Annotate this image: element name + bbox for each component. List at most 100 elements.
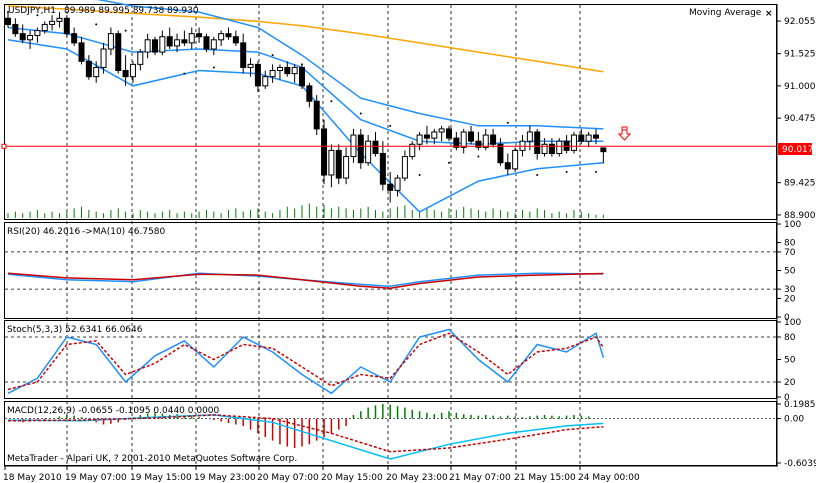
sar-dot bbox=[36, 14, 39, 17]
sar-dot bbox=[330, 100, 333, 103]
candle-body bbox=[306, 85, 313, 102]
price-line-handle[interactable] bbox=[1, 143, 7, 149]
macd-y-tick-label: 0.00 bbox=[784, 415, 804, 425]
candle-body bbox=[460, 131, 467, 148]
stoch-y-tick-label: 20 bbox=[784, 378, 796, 388]
candle-body bbox=[313, 100, 320, 130]
candle-body bbox=[71, 33, 78, 44]
candle-body bbox=[328, 149, 335, 176]
candle-body bbox=[107, 33, 114, 50]
candle-body bbox=[365, 140, 372, 164]
candle-body bbox=[512, 149, 519, 170]
stoch-signal-line bbox=[7, 332, 605, 391]
candle-body bbox=[5, 17, 11, 25]
macd-signal-line bbox=[7, 414, 604, 453]
sar-dot bbox=[565, 170, 568, 173]
sar-dot bbox=[271, 54, 274, 57]
candle-body bbox=[210, 39, 217, 50]
macd-y-tick-label: -0.6039 bbox=[784, 459, 816, 469]
candle-body bbox=[152, 39, 158, 53]
sar-dot bbox=[95, 23, 98, 26]
candle-body bbox=[188, 33, 195, 44]
stoch-y-tick-label: 50 bbox=[784, 356, 796, 366]
x-tick-label: 19 May 07:00 bbox=[65, 473, 127, 483]
candle-body bbox=[232, 36, 239, 44]
ohlc-readout: 89.989 89.995 89.738 89.930 bbox=[64, 6, 199, 16]
rsi-line bbox=[7, 272, 604, 288]
main-y-tick-label: 92.055 bbox=[784, 17, 816, 27]
stoch-panel[interactable] bbox=[4, 320, 777, 399]
sell-arrow-icon bbox=[617, 126, 632, 141]
candle-body bbox=[174, 39, 181, 47]
main-y-tick-label: 90.475 bbox=[784, 114, 816, 124]
x-tick-label: 20 May 23:00 bbox=[386, 473, 448, 483]
main-y-tick-label: 89.425 bbox=[784, 179, 816, 189]
candle-body bbox=[504, 162, 511, 170]
x-tick-label: 18 May 2010 bbox=[3, 473, 62, 483]
x-tick-label: 24 May 00:00 bbox=[578, 473, 640, 483]
candle-body bbox=[115, 33, 122, 72]
candle-body bbox=[423, 134, 430, 139]
candle-body bbox=[12, 23, 19, 35]
rsi-y-tick-label: 100 bbox=[784, 220, 801, 230]
candle-body bbox=[254, 63, 261, 87]
close-icon[interactable]: × bbox=[765, 9, 773, 19]
candle-body bbox=[93, 66, 100, 78]
sar-dot bbox=[124, 29, 127, 32]
macd-label: MACD(12,26,9) -0.0655 -0.1095 0.0440 0.0… bbox=[7, 406, 220, 416]
sar-dot bbox=[183, 72, 186, 75]
candle-body bbox=[585, 134, 592, 142]
copyright-text: MetaTrader - Alpari UK, ? 2001-2010 Meta… bbox=[7, 454, 297, 464]
candle-body bbox=[387, 183, 394, 191]
rsi-label: RSI(20) 46.2016 bbox=[7, 227, 80, 237]
candle-body bbox=[218, 33, 225, 41]
stoch-y-tick-label: 100 bbox=[784, 318, 801, 328]
candle-body bbox=[593, 134, 599, 139]
current-price-label: 90.017 bbox=[782, 145, 814, 155]
candle-body bbox=[225, 33, 232, 38]
candle-body bbox=[357, 134, 364, 164]
indicator-label: Moving Average bbox=[689, 8, 762, 18]
candle-body bbox=[497, 143, 504, 164]
candle-body bbox=[262, 76, 269, 87]
candle-body bbox=[343, 156, 350, 179]
candle-body bbox=[446, 128, 452, 139]
candle-body bbox=[166, 36, 173, 47]
current-price-marker: 90.017 bbox=[778, 143, 814, 155]
rsi-y-tick-label: 30 bbox=[784, 285, 796, 295]
rsi-panel[interactable] bbox=[4, 222, 777, 319]
x-tick-label: 21 May 07:00 bbox=[449, 473, 511, 483]
sar-dot bbox=[212, 66, 215, 69]
candle-body bbox=[247, 63, 254, 68]
candle-body bbox=[63, 17, 70, 35]
candle-body bbox=[203, 36, 210, 50]
sar-dot bbox=[595, 170, 597, 173]
candle-body bbox=[122, 70, 129, 78]
candle-body bbox=[416, 134, 423, 145]
candle-body bbox=[556, 140, 563, 154]
candle-body bbox=[541, 143, 548, 154]
sar-dot bbox=[448, 161, 450, 164]
candle-body bbox=[372, 140, 379, 154]
sar-dot bbox=[477, 155, 480, 158]
candle-body bbox=[482, 134, 489, 148]
rsi-y-tick-label: 80 bbox=[784, 239, 796, 249]
x-tick-label: 19 May 23:00 bbox=[194, 473, 256, 483]
chart-title: USDJPY,H1 bbox=[8, 6, 56, 16]
candle-body bbox=[468, 131, 475, 142]
sar-dot bbox=[359, 112, 362, 115]
candle-body bbox=[181, 39, 188, 44]
candle-body bbox=[276, 66, 283, 72]
candle-body bbox=[453, 137, 460, 148]
sar-dot bbox=[536, 173, 539, 176]
candle-body bbox=[129, 63, 136, 78]
sar-dot bbox=[418, 173, 421, 176]
rsi-y-tick-label: 0 bbox=[784, 313, 790, 323]
macd-y-tick-label: 0.1985 bbox=[784, 400, 816, 410]
candle-body bbox=[394, 177, 401, 191]
x-tick-label: 21 May 15:00 bbox=[514, 473, 576, 483]
candle-body bbox=[475, 140, 482, 148]
main-y-tick-label: 91.525 bbox=[784, 50, 816, 60]
candle-body bbox=[600, 147, 607, 153]
